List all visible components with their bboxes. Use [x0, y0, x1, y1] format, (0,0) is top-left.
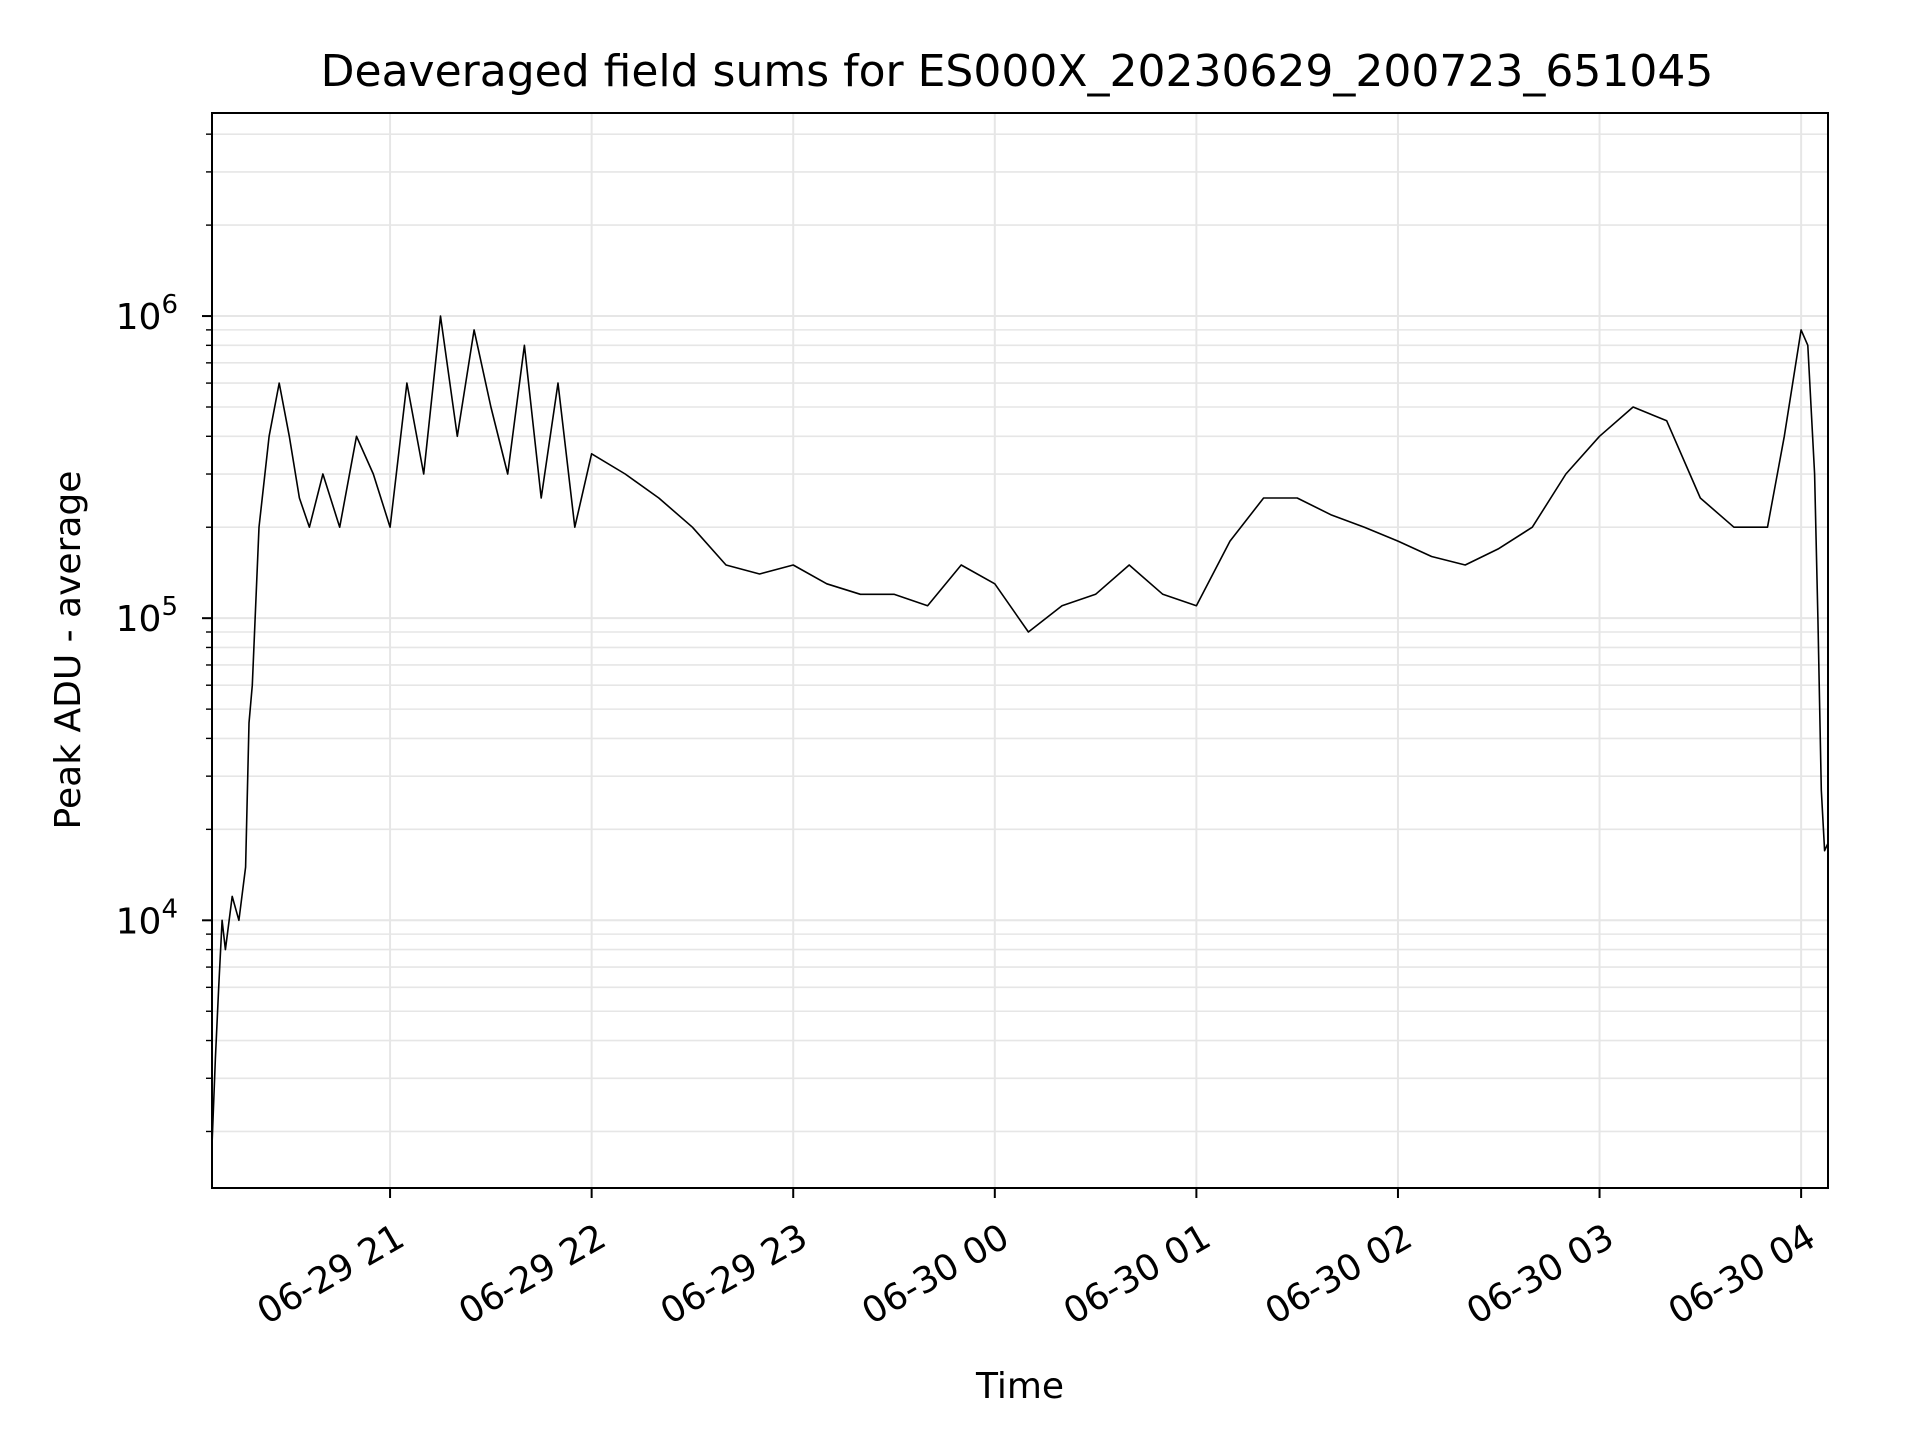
x-axis-label: Time	[975, 1366, 1064, 1407]
y-tick-label: 104	[116, 894, 178, 942]
plot-frame	[211, 112, 1829, 1189]
chart-title: Deaveraged field sums for ES000X_2023062…	[321, 46, 1714, 97]
grid-layer	[212, 113, 1828, 1188]
series-line	[211, 315, 1829, 1146]
y-tick-exponent: 4	[161, 894, 178, 924]
y-tick-base: 10	[116, 901, 162, 942]
y-tick-exponent: 6	[161, 290, 178, 320]
y-tick-base: 10	[116, 297, 162, 338]
y-tick-base: 10	[116, 599, 162, 640]
y-tick-exponent: 5	[161, 592, 178, 622]
y-axis-label: Peak ADU - average	[48, 471, 89, 830]
y-tick-label: 106	[116, 290, 178, 338]
y-tick-label: 105	[116, 592, 178, 640]
data-layer	[211, 315, 1829, 1146]
